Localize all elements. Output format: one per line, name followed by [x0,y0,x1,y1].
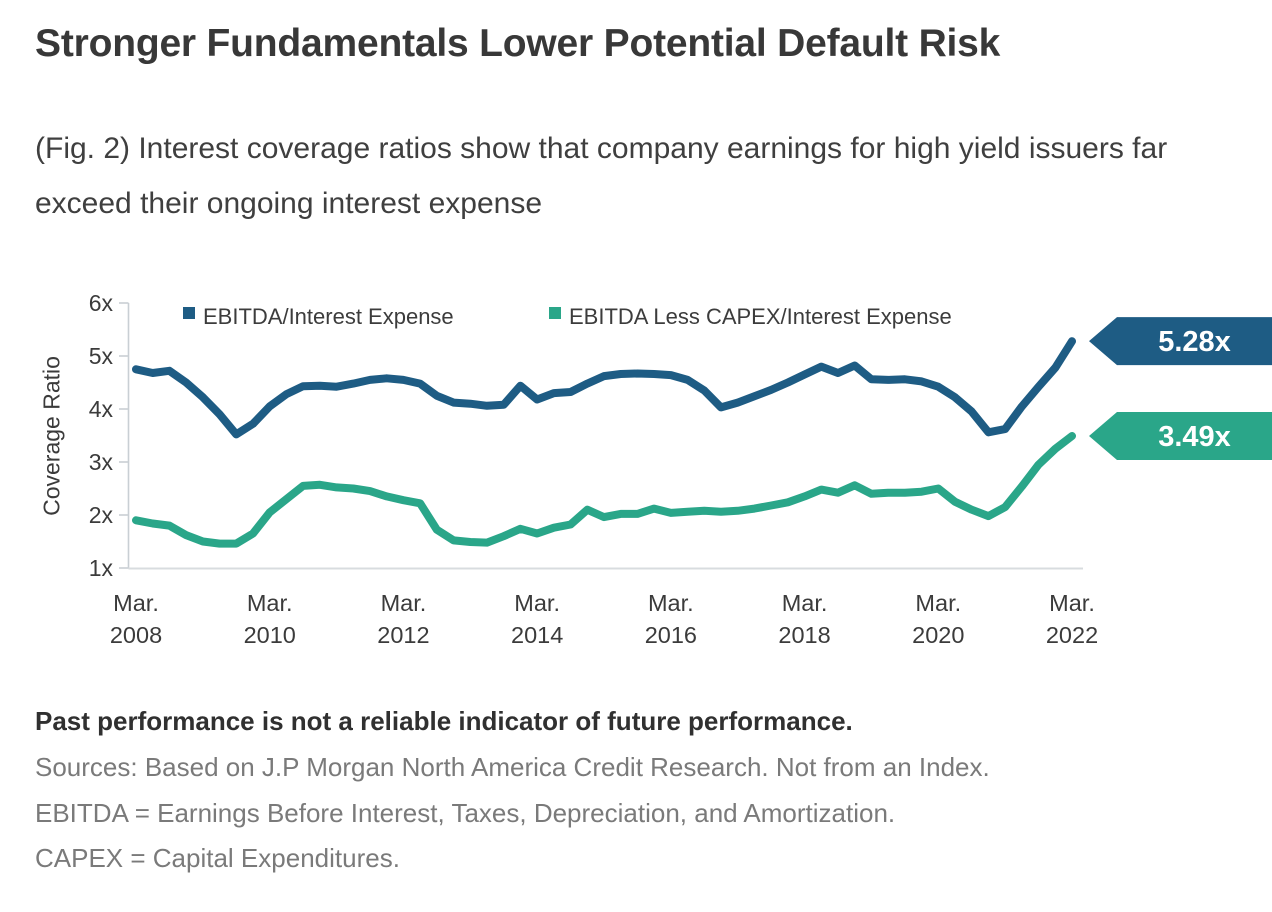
figure-caption: (Fig. 2) Interest coverage ratios show t… [35,132,1168,220]
y-tick-label: 2x [89,502,114,528]
page-title: Stronger Fundamentals Lower Potential De… [35,22,1001,65]
sources-note: Sources: Based on J.P Morgan North Ameri… [35,752,990,782]
coverage-ratio-chart: 6x 5x 4x 3x 2x 1x Mar. 2008 Mar. 2010 Mar. 2012 Mar.… [89,290,1272,648]
ebitda-less-capex-interest-expense-line [132,432,1076,548]
legend-swatch-1 [549,307,561,319]
y-tick-label: 1x [89,555,114,581]
x-tick-label-month: Mar. [514,590,560,616]
x-tick-label-month: Mar. [648,590,694,616]
legend-swatch-0 [183,307,195,319]
legend-label-0: EBITDA/Interest Expense [203,304,454,329]
capex-definition: CAPEX = Capital Expenditures. [35,843,400,873]
x-tick-label-year: 2012 [377,622,429,648]
ebitda-less-capex-end-value-tag [1089,412,1272,461]
x-tick-label-month: Mar. [247,590,293,616]
x-tick-label-year: 2020 [912,622,964,648]
y-tick-label: 4x [89,396,114,422]
y-tick-label: 5x [89,343,114,369]
x-tick-label-month: Mar. [915,590,961,616]
past-performance-disclaimer: Past performance is not a reliable indic… [35,706,853,736]
y-tick-label: 3x [89,449,114,475]
ebitda-end-value-tag-label: 5.28x [1158,326,1231,358]
x-tick-label-year: 2008 [110,622,162,648]
x-tick-label-year: 2022 [1046,622,1098,648]
ebitda-end-value-tag [1089,317,1272,366]
x-tick-label-year: 2014 [511,622,563,648]
ebitda-definition: EBITDA = Earnings Before Interest, Taxes… [35,798,896,828]
ebitda-less-capex-end-value-tag-label: 3.49x [1158,421,1231,453]
x-tick-label-year: 2018 [778,622,830,648]
x-tick-label-month: Mar. [782,590,828,616]
y-tick-label: 6x [89,290,114,316]
x-tick-label-month: Mar. [1049,590,1095,616]
x-tick-label-month: Mar. [113,590,159,616]
legend-label-1: EBITDA Less CAPEX/Interest Expense [569,304,952,329]
x-tick-label-year: 2010 [244,622,296,648]
x-tick-label-year: 2016 [645,622,697,648]
ebitda-interest-expense-line [132,337,1076,439]
x-tick-label-month: Mar. [381,590,427,616]
